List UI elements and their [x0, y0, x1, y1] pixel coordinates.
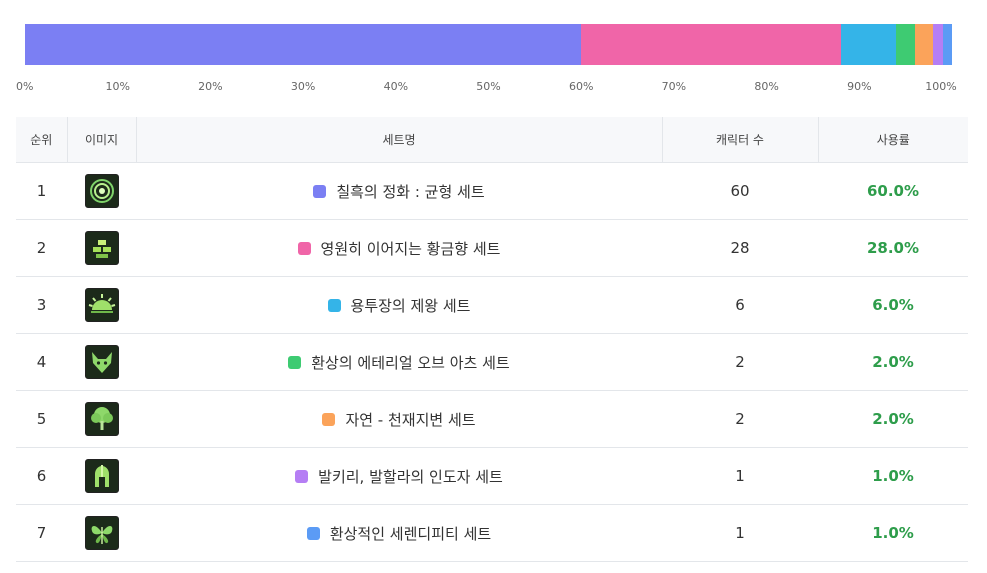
fox-mask-icon	[84, 345, 119, 379]
usage-rate: 2.0%	[872, 410, 914, 428]
x-tick-label: 0%	[16, 80, 34, 93]
sunrise-icon	[84, 288, 119, 322]
table-row: 7 환상적인 세렌디피티 세트 1 1.0%	[16, 504, 968, 562]
bar-segment-1	[25, 24, 582, 65]
count-cell: 60	[662, 162, 818, 220]
legend-swatch	[297, 241, 311, 255]
x-tick-label: 60%	[568, 80, 594, 93]
name-cell: 용투장의 제왕 세트	[136, 276, 662, 334]
legend-swatch	[313, 184, 327, 198]
header-name: 세트명	[136, 117, 663, 163]
image-cell	[67, 162, 136, 220]
set-name: 발키리, 발할라의 인도자 세트	[318, 467, 503, 486]
rate-cell: 28.0%	[818, 219, 968, 277]
table-header-row: 순위 이미지 세트명 캐릭터 수 사용률	[16, 117, 968, 163]
legend-swatch	[322, 412, 336, 426]
table-row: 6 발키리, 발할라의 인도자 세트 1 1.0%	[16, 447, 968, 505]
name-cell: 환상의 에테리얼 오브 아츠 세트	[136, 333, 662, 391]
x-tick-label: 90%	[847, 80, 872, 93]
rank-cell: 6	[16, 447, 67, 505]
usage-rate: 60.0%	[866, 182, 920, 200]
rate-cell: 2.0%	[818, 390, 968, 448]
usage-rate: 2.0%	[872, 353, 914, 371]
x-tick-label: 40%	[383, 80, 409, 93]
x-axis-ticks: 0% 10% 20% 30% 40% 50% 60% 70% 80% 90% 100%	[16, 80, 957, 98]
usage-rate: 1.0%	[872, 467, 914, 485]
legend-swatch	[295, 469, 309, 483]
image-cell	[67, 333, 136, 391]
x-tick-label: 70%	[661, 80, 687, 93]
header-image: 이미지	[67, 117, 137, 163]
set-ranking-table: 순위 이미지 세트명 캐릭터 수 사용률 1 칠흑의 정화 : 균형 세트 60…	[16, 117, 968, 562]
rate-cell: 2.0%	[818, 333, 968, 391]
rate-cell: 6.0%	[818, 276, 968, 334]
bar-segment-4	[896, 24, 915, 65]
rank-cell: 7	[16, 504, 67, 562]
image-cell	[67, 219, 136, 277]
usage-rate: 28.0%	[866, 239, 920, 257]
helmet-icon	[84, 459, 119, 493]
x-tick-label: 50%	[476, 80, 501, 93]
set-name: 환상의 에테리얼 오브 아츠 세트	[311, 353, 510, 372]
legend-swatch	[327, 298, 341, 312]
rate-cell: 1.0%	[818, 504, 968, 562]
image-cell	[67, 276, 136, 334]
tree-icon	[84, 402, 119, 436]
rank-cell: 5	[16, 390, 67, 448]
table-row: 4 환상의 에테리얼 오브 아츠 세트 2 2.0%	[16, 333, 968, 391]
count-cell: 28	[662, 219, 818, 277]
bar-track	[25, 24, 952, 65]
butterfly-icon	[84, 516, 119, 550]
bar-segment-7	[942, 24, 952, 65]
bar-segment-5	[914, 24, 934, 65]
name-cell: 발키리, 발할라의 인도자 세트	[136, 447, 662, 505]
rate-cell: 60.0%	[818, 162, 968, 220]
name-cell: 자연 - 천재지변 세트	[136, 390, 662, 448]
image-cell	[67, 390, 136, 448]
bar-segment-6	[933, 24, 943, 65]
x-tick-label: 30%	[290, 80, 316, 93]
rank-cell: 1	[16, 162, 67, 220]
swirl-icon	[84, 174, 119, 208]
table-row: 3 용투장의 제왕 세트 6 6.0%	[16, 276, 968, 334]
count-cell: 2	[662, 333, 818, 391]
count-cell: 6	[662, 276, 818, 334]
count-cell: 1	[662, 504, 818, 562]
legend-swatch	[306, 526, 320, 540]
count-cell: 2	[662, 390, 818, 448]
set-name: 용투장의 제왕 세트	[350, 296, 471, 315]
rank-cell: 3	[16, 276, 67, 334]
legend-swatch	[288, 355, 302, 369]
bar-segment-3	[840, 24, 897, 65]
image-cell	[67, 504, 136, 562]
x-tick-label: 80%	[754, 80, 779, 93]
rate-cell: 1.0%	[818, 447, 968, 505]
usage-rate: 6.0%	[872, 296, 914, 314]
name-cell: 영원히 이어지는 황금향 세트	[136, 219, 662, 277]
bar-segment-2	[581, 24, 841, 65]
set-name: 자연 - 천재지변 세트	[345, 410, 476, 429]
gold-bars-icon	[84, 231, 119, 265]
x-tick-label: 10%	[105, 80, 130, 93]
name-cell: 환상적인 세렌디피티 세트	[136, 504, 662, 562]
table-row: 1 칠흑의 정화 : 균형 세트 60 60.0%	[16, 162, 968, 220]
set-name: 환상적인 세렌디피티 세트	[329, 524, 492, 543]
x-tick-label: 20%	[198, 80, 223, 93]
rank-cell: 4	[16, 333, 67, 391]
table-row: 5 자연 - 천재지변 세트 2 2.0%	[16, 390, 968, 448]
usage-rate: 1.0%	[872, 524, 914, 542]
table-row: 2 영원히 이어지는 황금향 세트 28 28.0%	[16, 219, 968, 277]
header-rate: 사용률	[818, 117, 968, 163]
count-cell: 1	[662, 447, 818, 505]
rank-cell: 2	[16, 219, 67, 277]
header-rank: 순위	[16, 117, 68, 163]
x-tick-label: 100%	[925, 80, 957, 93]
set-name: 칠흑의 정화 : 균형 세트	[336, 182, 485, 201]
usage-stacked-bar	[25, 24, 952, 65]
name-cell: 칠흑의 정화 : 균형 세트	[136, 162, 662, 220]
header-count: 캐릭터 수	[662, 117, 819, 163]
set-name: 영원히 이어지는 황금향 세트	[320, 239, 501, 258]
image-cell	[67, 447, 136, 505]
